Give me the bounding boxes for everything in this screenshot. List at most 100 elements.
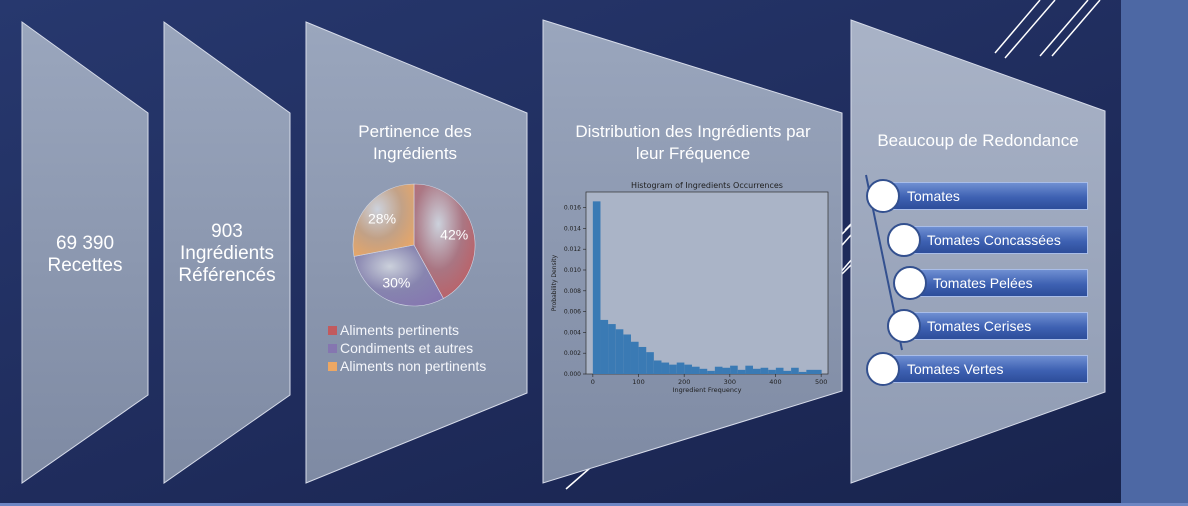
pie-legend: Aliments pertinents Condiments et autres… bbox=[328, 321, 486, 375]
legend-label: Aliments non pertinents bbox=[340, 358, 487, 374]
histogram-bar bbox=[646, 352, 654, 374]
histogram-bar bbox=[768, 369, 776, 374]
pertinence-title-line2: Ingrédients bbox=[372, 144, 458, 163]
x-tick-label: 400 bbox=[769, 378, 781, 386]
pie-data-label: 28% bbox=[368, 211, 396, 227]
redundancy-title: Beaucoup de Redondance bbox=[877, 131, 1079, 150]
y-tick-label: 0.012 bbox=[564, 246, 581, 253]
y-tick-label: 0.008 bbox=[564, 288, 581, 295]
histogram-bar bbox=[684, 364, 692, 374]
y-tick-label: 0.010 bbox=[564, 267, 581, 274]
pie-data-label: 30% bbox=[382, 275, 410, 291]
x-tick-label: 200 bbox=[678, 378, 690, 386]
histogram-bar bbox=[669, 364, 677, 374]
redundancy-item: Tomates Cerises bbox=[904, 312, 1088, 340]
x-tick-label: 0 bbox=[591, 378, 595, 386]
histogram-bar bbox=[806, 369, 814, 374]
legend-item-non-pertinent: Aliments non pertinents bbox=[328, 357, 486, 375]
legend-item-condiments: Condiments et autres bbox=[328, 339, 486, 357]
x-tick-label: 500 bbox=[815, 378, 827, 386]
bullet-circle bbox=[887, 223, 921, 257]
histogram-bar bbox=[737, 369, 746, 374]
pie-slice-non-pertinent bbox=[352, 183, 415, 257]
histogram-bar bbox=[707, 370, 715, 374]
recipes-stat: 69 390 Recettes bbox=[22, 233, 148, 277]
histogram-ylabel: Probability Density bbox=[551, 254, 558, 311]
redundancy-item-label: Tomates Cerises bbox=[927, 318, 1032, 334]
histogram-bar bbox=[638, 346, 647, 374]
histogram-bar bbox=[592, 201, 601, 374]
legend-label: Condiments et autres bbox=[340, 340, 474, 356]
legend-label: Aliments pertinents bbox=[340, 322, 460, 338]
y-tick-label: 0.016 bbox=[564, 205, 581, 212]
histogram-bar bbox=[661, 362, 670, 374]
redundancy-item: Tomates Concassées bbox=[904, 226, 1088, 254]
pertinence-title-line1: Pertinence des bbox=[358, 122, 472, 141]
histogram-bar bbox=[775, 367, 784, 374]
histogram-bar bbox=[691, 366, 700, 374]
histogram-chart: 0 100 200 300 400 500 0.000 0.002 0.004 0.006 0.00… bbox=[551, 181, 829, 394]
pie-slice-condiments bbox=[353, 244, 444, 307]
histogram-bar bbox=[714, 366, 723, 374]
y-tick-label: 0.002 bbox=[564, 350, 581, 357]
y-tick-label: 0.000 bbox=[564, 371, 581, 378]
histogram-bar bbox=[722, 367, 731, 374]
bullet-circle bbox=[866, 179, 900, 213]
panel-ingredients bbox=[163, 21, 291, 484]
histogram-bar bbox=[600, 319, 609, 374]
redundancy-item: Tomates bbox=[882, 182, 1088, 210]
distribution-title-line2: leur Fréquence bbox=[635, 144, 751, 163]
legend-swatch bbox=[328, 344, 337, 353]
pie-slice-pertinent bbox=[413, 183, 476, 299]
distribution-title-line1: Distribution des Ingrédients par bbox=[575, 122, 811, 141]
x-tick-label: 100 bbox=[632, 378, 644, 386]
pertinence-title: Pertinence des Ingrédients bbox=[320, 121, 510, 165]
histogram-bar bbox=[630, 341, 639, 374]
bottom-rule bbox=[0, 503, 1188, 506]
bullet-circle bbox=[866, 352, 900, 386]
histogram-xlabel: Ingredient Frequency bbox=[673, 386, 742, 394]
histogram-bar bbox=[653, 360, 662, 374]
histogram-bar bbox=[730, 365, 738, 374]
ingredients-label-1: Ingrédients bbox=[179, 243, 274, 264]
legend-swatch bbox=[328, 362, 337, 371]
histogram-bar bbox=[760, 367, 769, 374]
bullet-circle bbox=[893, 266, 927, 300]
bullet-circle bbox=[887, 309, 921, 343]
redundancy-item-label: Tomates bbox=[907, 188, 960, 204]
histogram-bar bbox=[752, 368, 761, 374]
pie-chart: 42% 30% 28% bbox=[352, 183, 476, 307]
y-tick-label: 0.004 bbox=[564, 329, 581, 336]
ingredients-label-2: Référencés bbox=[178, 265, 276, 286]
histogram-bar bbox=[623, 334, 631, 374]
histogram-title: Histogram of Ingredients Occurrences bbox=[631, 181, 783, 190]
redundancy-item: Tomates Vertes bbox=[882, 355, 1088, 383]
y-tick-label: 0.006 bbox=[564, 309, 581, 316]
histogram-bar bbox=[791, 367, 799, 374]
redundancy-item-label: Tomates Pelées bbox=[933, 275, 1033, 291]
y-tick-label: 0.014 bbox=[564, 225, 581, 232]
histogram-bar bbox=[699, 368, 708, 374]
x-tick-label: 300 bbox=[724, 378, 736, 386]
redundancy-item-label: Tomates Concassées bbox=[927, 232, 1061, 248]
side-stripe bbox=[1121, 0, 1188, 506]
ingredients-count: 903 bbox=[211, 221, 243, 242]
histogram-bar bbox=[783, 370, 792, 374]
histogram-bar bbox=[745, 365, 753, 374]
distribution-title: Distribution des Ingrédients par leur Fr… bbox=[548, 121, 838, 165]
histogram-bar bbox=[676, 362, 685, 374]
histogram-bar bbox=[813, 369, 822, 374]
legend-swatch bbox=[328, 326, 337, 335]
recipes-count: 69 390 bbox=[55, 233, 115, 254]
pie-data-label: 42% bbox=[440, 227, 468, 243]
histogram-bar bbox=[615, 329, 624, 374]
panel-recipes bbox=[21, 21, 149, 484]
redundancy-item-label: Tomates Vertes bbox=[907, 361, 1004, 377]
recipes-label: Recettes bbox=[47, 255, 123, 276]
histogram-bar bbox=[798, 371, 807, 374]
ingredients-stat: 903 Ingrédients Référencés bbox=[164, 221, 290, 287]
histogram-bar bbox=[608, 324, 616, 374]
redundancy-item: Tomates Pelées bbox=[910, 269, 1088, 297]
legend-item-pertinent: Aliments pertinents bbox=[328, 321, 486, 339]
